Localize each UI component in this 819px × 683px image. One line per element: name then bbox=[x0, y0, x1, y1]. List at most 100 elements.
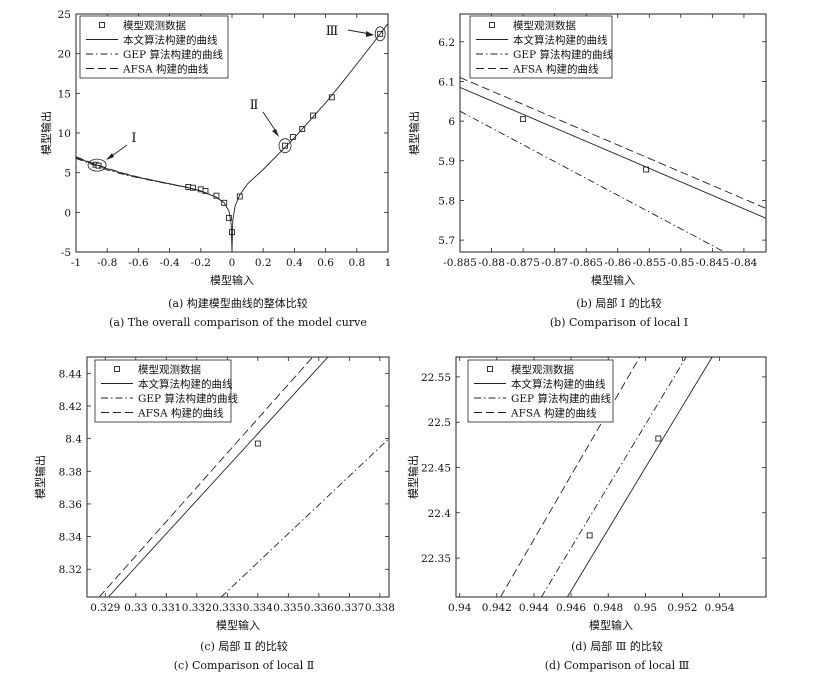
chart-panel-2: -0.885 -0.88 -0.875 -0.87 -0.865 -0.86 -0.855-… bbox=[407, 13, 767, 329]
legend-entry: 本文算法构建的曲线 bbox=[138, 378, 233, 391]
y-tick-label: 22.45 bbox=[421, 462, 451, 474]
legend-entry: 本文算法构建的曲线 bbox=[513, 34, 608, 47]
legend-entry: 模型观测数据 bbox=[513, 19, 576, 32]
y-tick-label: 25 bbox=[58, 9, 71, 21]
x-tick-label: 0.332 bbox=[182, 602, 212, 614]
y-tick-label: 6.2 bbox=[438, 37, 455, 49]
data-point bbox=[202, 187, 209, 194]
legend-entry: 本文算法构建的曲线 bbox=[123, 34, 218, 47]
x-axis-label: 模型输入 bbox=[216, 618, 260, 632]
legend-swatch-marker bbox=[99, 22, 105, 28]
y-axis-label: 模型输出 bbox=[407, 111, 421, 155]
caption-en: (c) Comparison of local Ⅱ bbox=[174, 659, 314, 672]
y-axis-label: 模型输出 bbox=[406, 455, 420, 499]
legend-swatch-marker bbox=[487, 366, 493, 372]
x-tick-label: -0.86 bbox=[604, 257, 631, 269]
plot-area bbox=[98, 357, 389, 597]
x-tick-label: 0.946 bbox=[556, 602, 586, 614]
data-point bbox=[225, 214, 232, 221]
data-point bbox=[236, 193, 243, 200]
y-axis-label: 模型输出 bbox=[33, 455, 47, 499]
x-tick-label: -0.88 bbox=[478, 257, 505, 269]
legend-entry: 模型观测数据 bbox=[123, 19, 186, 32]
highlight-circle-2 bbox=[278, 138, 292, 154]
y-tick-label: 8.38 bbox=[59, 466, 82, 478]
x-tick-label: 0.95 bbox=[634, 602, 657, 614]
x-tick-label: -0.87 bbox=[541, 257, 568, 269]
x-tick-label: 0.952 bbox=[667, 602, 697, 614]
plot-area bbox=[460, 77, 766, 252]
legend-entry: 本文算法构建的曲线 bbox=[511, 378, 606, 391]
legend-entry: GEP 算法构建的曲线 bbox=[123, 48, 223, 61]
arrow-head-1 bbox=[106, 153, 114, 160]
series-line-dashdot bbox=[460, 110, 726, 252]
plot-frame bbox=[459, 13, 767, 253]
legend-entry: 模型观测数据 bbox=[511, 363, 574, 376]
y-tick-label: 8.32 bbox=[59, 564, 82, 576]
y-tick-label: -5 bbox=[61, 247, 71, 259]
y-tick-label: 10 bbox=[58, 128, 71, 140]
plot-frame bbox=[455, 356, 767, 598]
caption-en: (d) Comparison of local Ⅲ bbox=[545, 659, 690, 672]
caption-cn: (d) 局部 Ⅲ 的比较 bbox=[571, 639, 663, 653]
chart-panel-3: 0.329 0.33 0.331 0.332 0.333 0.334 0.335 0.336 0… bbox=[33, 356, 395, 672]
legend-entry: GEP 算法构建的曲线 bbox=[511, 392, 611, 405]
chart-panel-1: -1 -0.8 -0.6 -0.4 -0.2 0 0.2 0.4 0.6 0.8 1 -5 0 5 10 15… bbox=[39, 9, 391, 329]
x-tick-label: 0.336 bbox=[304, 602, 334, 614]
caption-cn: (c) 局部 Ⅱ 的比较 bbox=[200, 639, 288, 653]
legend-entry: GEP 算法构建的曲线 bbox=[513, 48, 613, 61]
series-line-solid bbox=[76, 23, 388, 252]
series-line-solid bbox=[108, 357, 329, 597]
x-tick-label: 0.338 bbox=[365, 602, 395, 614]
x-tick-label: 0.944 bbox=[519, 602, 549, 614]
x-tick-label: -0.2 bbox=[191, 257, 211, 269]
annotation-label: Ⅲ bbox=[326, 24, 339, 39]
x-tick-label: -0.85 bbox=[667, 257, 694, 269]
caption-cn: (a) 构建模型曲线的整体比较 bbox=[168, 296, 308, 310]
x-tick-label: 0.337 bbox=[334, 602, 364, 614]
x-tick-label: 0.333 bbox=[212, 602, 242, 614]
series-line-solid bbox=[460, 86, 766, 219]
x-tick-label: 0.2 bbox=[255, 257, 272, 269]
x-axis-label: 模型输入 bbox=[591, 273, 635, 287]
arrow-head-3 bbox=[366, 31, 374, 37]
data-point bbox=[282, 142, 288, 149]
data-point bbox=[655, 435, 662, 442]
x-tick-label: 0.948 bbox=[593, 602, 623, 614]
y-tick-label: 22.4 bbox=[428, 508, 452, 520]
plot-frame bbox=[86, 356, 390, 598]
x-tick-label: 1 bbox=[385, 257, 392, 269]
data-point bbox=[586, 532, 593, 539]
y-tick-label: 20 bbox=[58, 49, 71, 61]
x-tick-label: -0.84 bbox=[730, 257, 757, 269]
y-tick-label: 8.42 bbox=[59, 401, 82, 413]
y-axis-label: 模型输出 bbox=[39, 111, 53, 155]
caption-en: (a) The overall comparison of the model … bbox=[109, 316, 367, 329]
series-line-solid bbox=[566, 357, 713, 597]
legend-entry: AFSA 构建的曲线 bbox=[137, 407, 224, 420]
legend-entry: AFSA 构建的曲线 bbox=[122, 63, 209, 76]
y-tick-label: 6.1 bbox=[438, 76, 455, 88]
x-tick-label: -1 bbox=[71, 257, 81, 269]
x-axis-label: 模型输入 bbox=[589, 618, 633, 632]
y-tick-label: 5.9 bbox=[438, 156, 455, 168]
x-tick-label: 0 bbox=[229, 257, 236, 269]
x-tick-label: -0.4 bbox=[159, 257, 180, 269]
caption-en: (b) Comparison of local Ⅰ bbox=[550, 316, 688, 329]
series-line-dashdot bbox=[541, 357, 687, 597]
plot-area bbox=[76, 23, 388, 252]
x-tick-label: 0.331 bbox=[151, 602, 181, 614]
x-tick-label: 0.942 bbox=[482, 602, 512, 614]
highlight-circle-1 bbox=[87, 158, 107, 172]
series-line-dashed bbox=[98, 357, 314, 597]
annotation-label: Ⅱ bbox=[250, 98, 259, 113]
x-tick-label: 0.8 bbox=[348, 257, 365, 269]
y-tick-label: 5 bbox=[64, 168, 71, 180]
x-tick-label: 0.33 bbox=[124, 602, 147, 614]
x-tick-label: -0.845 bbox=[696, 257, 730, 269]
y-tick-label: 15 bbox=[58, 88, 71, 100]
y-tick-label: 0 bbox=[64, 207, 71, 219]
